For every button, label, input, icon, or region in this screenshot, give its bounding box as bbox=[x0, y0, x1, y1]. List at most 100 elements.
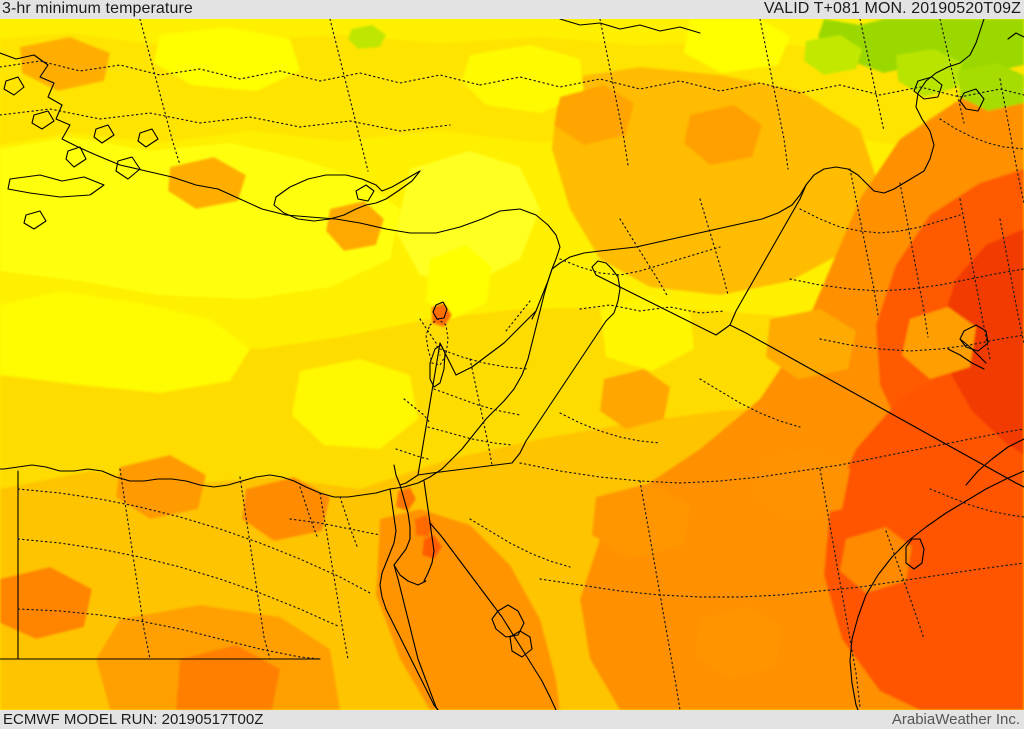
island-crete bbox=[7, 174, 105, 198]
temp-blob-amber-2 bbox=[168, 157, 246, 209]
admin-delta-2 bbox=[339, 496, 359, 550]
admin-egypt-3 bbox=[119, 468, 151, 660]
valid-time-label: VALID T+081 MON. 20190520T09Z bbox=[763, 0, 1021, 17]
temp-blob-orange-sw-3 bbox=[242, 477, 330, 541]
admin-egypt-4 bbox=[239, 476, 271, 660]
coast-redsea-east bbox=[429, 522, 557, 710]
border-iraq-saudi bbox=[729, 324, 1024, 488]
admin-iraq-5 bbox=[819, 334, 1024, 352]
temperature-contours bbox=[0, 19, 1024, 710]
admin-iraq-6 bbox=[959, 198, 991, 360]
admin-iran-2 bbox=[999, 78, 1024, 204]
temp-blob-amber-3 bbox=[326, 201, 384, 251]
border-lebanon-israel bbox=[455, 348, 497, 376]
admin-westbank bbox=[425, 318, 449, 366]
island-aegean-1 bbox=[3, 76, 25, 96]
temp-island-gold-1 bbox=[902, 307, 976, 379]
lake-urmia bbox=[959, 88, 985, 112]
coast-levant bbox=[389, 268, 553, 490]
temp-blob-amber-5 bbox=[684, 105, 762, 165]
temp-island-gold-3 bbox=[696, 607, 782, 679]
island-karpathos bbox=[65, 146, 87, 168]
temp-band-red-core bbox=[942, 229, 1024, 455]
admin-saudi-3 bbox=[819, 468, 861, 708]
temp-patch-yellow-b bbox=[396, 151, 540, 285]
border-golan bbox=[439, 342, 457, 376]
lake-van bbox=[913, 76, 943, 100]
admin-israel-3 bbox=[395, 448, 429, 460]
admin-turkey-8 bbox=[859, 19, 885, 132]
admin-jordan-4 bbox=[427, 426, 513, 446]
footer-bar: ECMWF MODEL RUN: 20190517T00Z ArabiaWeat… bbox=[0, 710, 1024, 729]
coast-sinai-south bbox=[393, 564, 427, 586]
temp-band-green-patch-d bbox=[348, 25, 386, 49]
admin-israel-2 bbox=[403, 398, 431, 424]
coast-caspian bbox=[1007, 32, 1024, 40]
temp-patch-yellow-h bbox=[684, 19, 790, 73]
island-cyprus-cape bbox=[355, 184, 375, 202]
temp-patch-yellow-c bbox=[0, 291, 250, 393]
admin-iraq-3 bbox=[899, 182, 929, 338]
lake-galilee bbox=[432, 301, 448, 320]
coast-redsea-bay-2 bbox=[509, 630, 533, 658]
credit-label: ArabiaWeather Inc. bbox=[891, 711, 1020, 728]
coastlines bbox=[0, 19, 1024, 710]
coast-gulf-ne bbox=[965, 438, 1024, 486]
admin-jordan-3 bbox=[469, 358, 493, 466]
admin-iraq-4 bbox=[789, 268, 1024, 292]
admin-iraq-1 bbox=[799, 208, 961, 234]
temp-band-orange-redsea bbox=[376, 509, 560, 710]
border-iraq-kuwait bbox=[959, 338, 987, 364]
temp-band-green-patch-a bbox=[896, 49, 962, 97]
island-smaller-3 bbox=[23, 210, 47, 230]
coast-gulf-suez bbox=[379, 488, 439, 710]
coast-s-turkey bbox=[409, 208, 561, 270]
admin-turkey-3 bbox=[139, 19, 181, 166]
coast-aqaba-gulf bbox=[423, 480, 435, 582]
admin-iran-1 bbox=[939, 118, 1024, 150]
temp-blob-amber-7 bbox=[592, 483, 690, 559]
island-rhodes bbox=[115, 156, 141, 180]
coast-nile-delta bbox=[0, 464, 391, 498]
admin-gulf-1 bbox=[929, 488, 1024, 518]
coast-persian-gulf bbox=[849, 470, 1024, 710]
temp-island-gold-4 bbox=[600, 369, 670, 429]
admin-turkey-4 bbox=[329, 19, 369, 172]
admin-saudi-2 bbox=[639, 480, 681, 710]
temperature-map[interactable] bbox=[0, 19, 1024, 710]
admin-turkey-1 bbox=[0, 60, 481, 86]
temp-band-green-patch-b bbox=[958, 63, 1024, 111]
header-bar: 3-hr minimum temperature VALID T+081 MON… bbox=[0, 0, 1024, 19]
admin-syria-3 bbox=[699, 198, 729, 296]
coast-redsea-bay bbox=[491, 604, 525, 638]
temp-band-red-orange-gulf bbox=[824, 349, 1024, 710]
admin-delta-3 bbox=[289, 518, 381, 536]
peninsula-qatar bbox=[905, 538, 925, 570]
temp-band-amber-syria bbox=[552, 67, 880, 295]
temp-blob-amber-6 bbox=[116, 455, 206, 519]
admin-syria-2 bbox=[619, 218, 669, 298]
admin-syria-1 bbox=[559, 246, 721, 276]
island-smaller-1 bbox=[93, 124, 115, 144]
border-turkey-syria bbox=[551, 166, 925, 270]
temp-patch-yellow-a bbox=[0, 137, 400, 299]
temp-blob-orange-sw-1 bbox=[0, 567, 92, 639]
temp-island-gold-2 bbox=[840, 527, 912, 593]
coast-blacksea bbox=[559, 19, 701, 34]
border-lebanon-east bbox=[495, 310, 537, 350]
temp-patch-yellow-f bbox=[154, 27, 300, 91]
admin-egypt-6 bbox=[17, 608, 321, 660]
temp-patch-yellow-i bbox=[600, 295, 694, 371]
temp-speck-hot-2 bbox=[422, 535, 442, 559]
admin-lebanon-1 bbox=[505, 300, 531, 332]
admin-jordan-2 bbox=[433, 388, 521, 416]
temp-blob-amber-4 bbox=[554, 85, 634, 145]
temp-blob-orange-sw-2 bbox=[176, 645, 280, 710]
admin-saudi-1 bbox=[519, 428, 1024, 484]
coast-redsea-west bbox=[393, 564, 439, 710]
border-israel-jordan bbox=[417, 342, 441, 476]
admin-boundaries-dotted bbox=[0, 19, 1024, 710]
admin-iraq-7 bbox=[999, 218, 1024, 344]
temp-band-green-patch-c bbox=[804, 35, 862, 75]
